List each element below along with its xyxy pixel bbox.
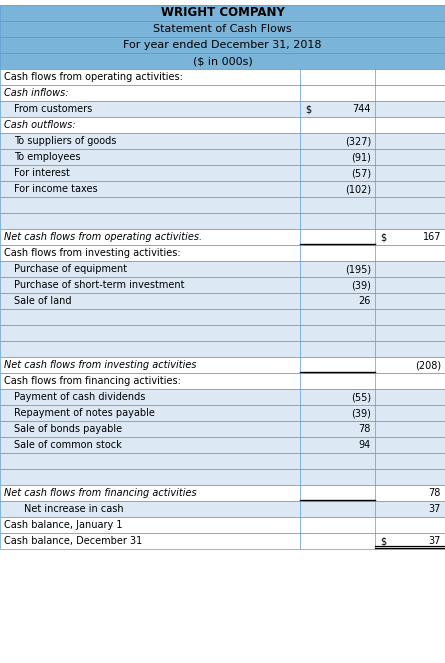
- Text: Net cash flows from financing activities: Net cash flows from financing activities: [4, 488, 197, 498]
- Text: 78: 78: [429, 488, 441, 498]
- Bar: [0, 469, 445, 485]
- Bar: [0, 533, 445, 549]
- Bar: [0, 341, 445, 357]
- Text: (39): (39): [351, 280, 371, 290]
- Text: Payment of cash dividends: Payment of cash dividends: [14, 392, 146, 402]
- Text: 744: 744: [352, 104, 371, 114]
- Text: Net cash flows from operating activities.: Net cash flows from operating activities…: [4, 232, 202, 242]
- Text: From customers: From customers: [14, 104, 92, 114]
- Bar: [0, 357, 445, 373]
- Text: Cash flows from operating activities:: Cash flows from operating activities:: [4, 72, 183, 82]
- Bar: [0, 277, 445, 293]
- Bar: [0, 117, 445, 133]
- Text: $: $: [380, 536, 386, 546]
- Text: ($ in 000s): ($ in 000s): [193, 56, 252, 66]
- Text: (39): (39): [351, 408, 371, 418]
- Bar: [0, 245, 445, 261]
- Text: Cash flows from investing activities:: Cash flows from investing activities:: [4, 248, 181, 258]
- Text: Statement of Cash Flows: Statement of Cash Flows: [153, 24, 292, 34]
- Text: 26: 26: [359, 296, 371, 306]
- Text: Cash balance, December 31: Cash balance, December 31: [4, 536, 142, 546]
- Text: Purchase of short-term investment: Purchase of short-term investment: [14, 280, 185, 290]
- Bar: [0, 165, 445, 181]
- Text: $: $: [380, 232, 386, 242]
- Bar: [0, 453, 445, 469]
- Text: Cash inflows:: Cash inflows:: [4, 88, 69, 98]
- Bar: [0, 149, 445, 165]
- Bar: [0, 421, 445, 437]
- Text: Cash outflows:: Cash outflows:: [4, 120, 76, 130]
- Text: 37: 37: [429, 504, 441, 514]
- Bar: [0, 373, 445, 389]
- Text: For income taxes: For income taxes: [14, 184, 97, 194]
- Bar: [0, 85, 445, 101]
- Bar: [0, 325, 445, 341]
- Bar: [0, 197, 445, 213]
- Text: Cash balance, January 1: Cash balance, January 1: [4, 520, 122, 530]
- Bar: [0, 389, 445, 405]
- Text: For interest: For interest: [14, 168, 70, 178]
- Bar: [0, 293, 445, 309]
- Bar: [0, 181, 445, 197]
- Text: 94: 94: [359, 440, 371, 450]
- Bar: [0, 5, 445, 21]
- Bar: [0, 261, 445, 277]
- Text: (102): (102): [345, 184, 371, 194]
- Text: To suppliers of goods: To suppliers of goods: [14, 136, 117, 146]
- Text: (57): (57): [351, 168, 371, 178]
- Bar: [0, 133, 445, 149]
- Text: $: $: [305, 104, 311, 114]
- Text: Purchase of equipment: Purchase of equipment: [14, 264, 127, 274]
- Text: Net cash flows from investing activities: Net cash flows from investing activities: [4, 360, 197, 370]
- Bar: [0, 21, 445, 37]
- Text: (195): (195): [345, 264, 371, 274]
- Text: 37: 37: [429, 536, 441, 546]
- Bar: [0, 53, 445, 69]
- Bar: [0, 517, 445, 533]
- Bar: [0, 437, 445, 453]
- Text: Sale of common stock: Sale of common stock: [14, 440, 122, 450]
- Bar: [0, 501, 445, 517]
- Text: For year ended December 31, 2018: For year ended December 31, 2018: [123, 40, 322, 50]
- Bar: [0, 101, 445, 117]
- Text: Sale of bonds payable: Sale of bonds payable: [14, 424, 122, 434]
- Text: Cash flows from financing activities:: Cash flows from financing activities:: [4, 376, 181, 386]
- Text: (91): (91): [351, 152, 371, 162]
- Bar: [0, 69, 445, 85]
- Bar: [0, 309, 445, 325]
- Text: To employees: To employees: [14, 152, 81, 162]
- Bar: [0, 213, 445, 229]
- Text: 78: 78: [359, 424, 371, 434]
- Bar: [0, 405, 445, 421]
- Text: Sale of land: Sale of land: [14, 296, 72, 306]
- Bar: [0, 229, 445, 245]
- Bar: [0, 485, 445, 501]
- Text: (55): (55): [351, 392, 371, 402]
- Text: WRIGHT COMPANY: WRIGHT COMPANY: [161, 7, 284, 19]
- Text: 167: 167: [422, 232, 441, 242]
- Bar: [0, 37, 445, 53]
- Text: (208): (208): [415, 360, 441, 370]
- Text: (327): (327): [345, 136, 371, 146]
- Text: Repayment of notes payable: Repayment of notes payable: [14, 408, 155, 418]
- Text: Net increase in cash: Net increase in cash: [24, 504, 124, 514]
